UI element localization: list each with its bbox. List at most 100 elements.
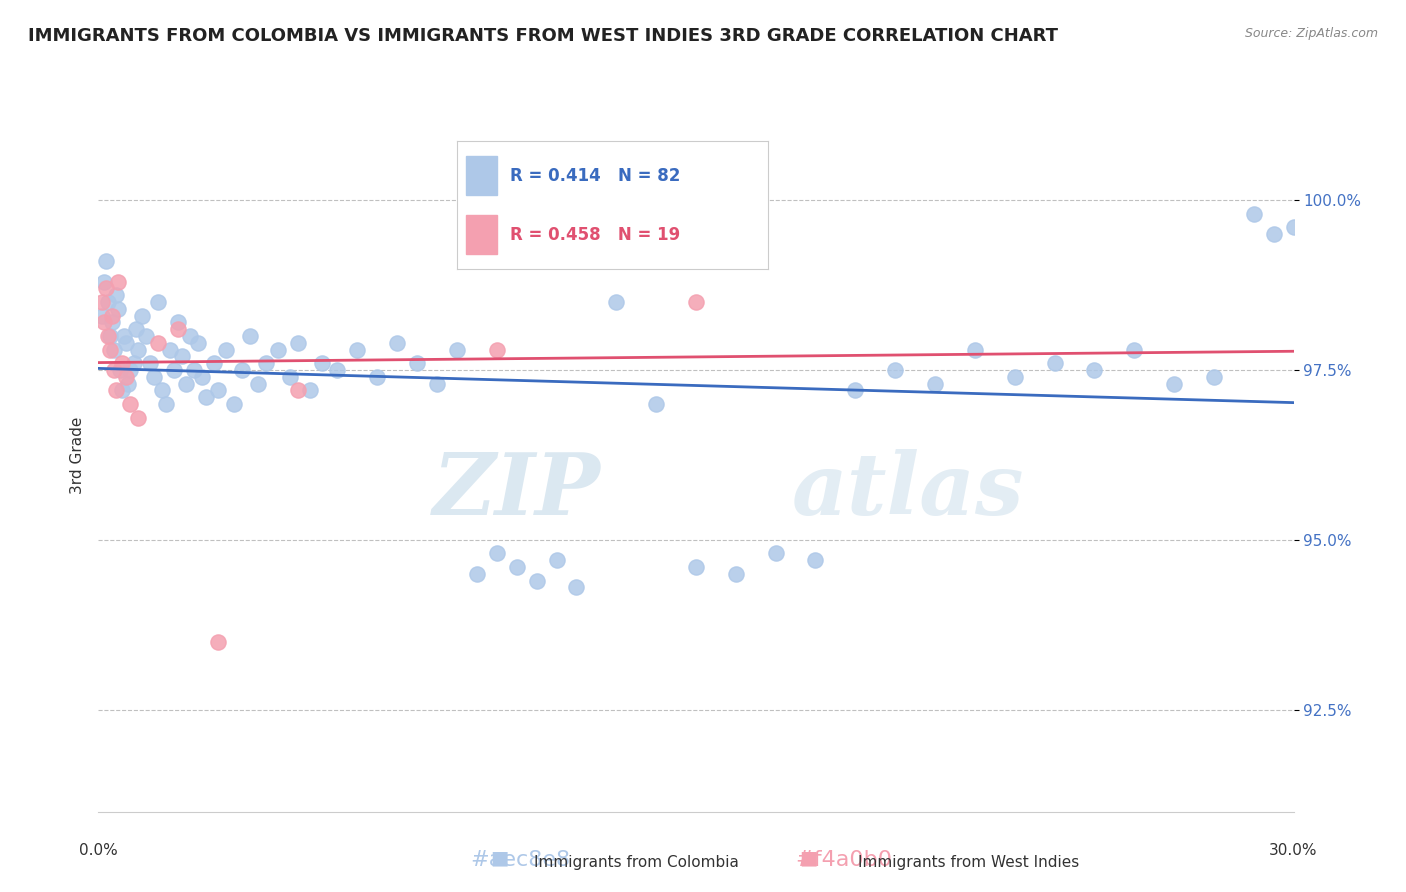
Point (120, 397, 142, 411)
Text: 30.0%: 30.0% (1270, 843, 1317, 858)
Point (143, 369, 166, 384)
Text: ■: ■ (489, 848, 509, 867)
Point (96, 254, 118, 268)
Point (278, 369, 301, 384)
Text: ZIP: ZIP (433, 449, 600, 533)
Point (685, 295, 707, 310)
Point (148, 335, 170, 350)
Text: #f4a0b0: #f4a0b0 (796, 850, 891, 870)
Point (246, 376, 269, 391)
Point (93, 315, 115, 329)
Point (97, 329, 120, 343)
Point (1163, 376, 1185, 391)
Point (98, 343, 122, 357)
Point (191, 369, 214, 384)
Point (765, 546, 787, 560)
Point (148, 295, 170, 310)
Point (326, 363, 349, 377)
Point (963, 343, 986, 357)
Point (101, 315, 124, 329)
Text: Source: ZipAtlas.com: Source: ZipAtlas.com (1244, 27, 1378, 40)
Text: atlas: atlas (792, 449, 1024, 533)
Point (267, 343, 290, 357)
Point (465, 566, 488, 581)
Point (565, 581, 588, 595)
Text: Immigrants from Colombia: Immigrants from Colombia (534, 855, 740, 870)
Point (287, 335, 309, 350)
Point (91, 309, 114, 323)
Point (844, 384, 866, 398)
Point (91, 295, 114, 310)
Point (115, 369, 138, 384)
Point (172, 350, 194, 364)
Point (724, 566, 747, 581)
Point (103, 363, 125, 377)
Point (605, 295, 627, 310)
Point (150, 384, 173, 398)
Point (207, 384, 229, 398)
Point (103, 343, 125, 357)
Point (287, 384, 309, 398)
Point (127, 410, 149, 425)
Point (685, 560, 707, 574)
Point (311, 356, 333, 370)
Point (159, 343, 181, 357)
Point (105, 384, 128, 398)
Point (346, 343, 368, 357)
Point (526, 574, 548, 588)
Text: IMMIGRANTS FROM COLOMBIA VS IMMIGRANTS FROM WEST INDIES 3RD GRADE CORRELATION CH: IMMIGRANTS FROM COLOMBIA VS IMMIGRANTS F… (28, 27, 1059, 45)
Point (124, 356, 146, 370)
Point (202, 356, 225, 370)
Bar (467, 216, 498, 254)
Point (179, 329, 201, 343)
Point (139, 356, 162, 370)
Point (127, 343, 149, 357)
Point (107, 301, 129, 316)
Text: ■: ■ (799, 848, 818, 867)
Point (804, 553, 827, 567)
Point (1263, 227, 1285, 241)
Point (1282, 220, 1305, 235)
Point (1123, 343, 1146, 357)
Point (125, 322, 148, 336)
Point (546, 553, 568, 567)
Text: R = 0.414   N = 82: R = 0.414 N = 82 (510, 167, 681, 185)
Point (366, 369, 388, 384)
Text: Immigrants from West Indies: Immigrants from West Indies (858, 855, 1078, 870)
Point (167, 315, 190, 329)
Point (231, 363, 253, 377)
Point (155, 397, 177, 411)
Point (93, 275, 115, 289)
Point (115, 335, 138, 350)
Point (506, 560, 529, 574)
Point (239, 329, 262, 343)
Point (101, 309, 124, 323)
Point (97, 295, 120, 310)
Point (924, 376, 946, 391)
Text: R = 0.458   N = 19: R = 0.458 N = 19 (510, 226, 681, 244)
Point (163, 363, 186, 377)
Point (117, 376, 139, 391)
Point (110, 363, 132, 377)
Point (1202, 369, 1225, 384)
Point (426, 376, 449, 391)
Point (107, 275, 129, 289)
Point (485, 546, 508, 560)
Point (446, 343, 468, 357)
Point (406, 356, 429, 370)
Point (207, 635, 229, 649)
Point (884, 363, 907, 377)
Point (111, 356, 134, 370)
Point (385, 335, 409, 350)
Point (187, 335, 209, 350)
Point (135, 329, 157, 343)
Bar (467, 156, 498, 194)
Y-axis label: 3rd Grade: 3rd Grade (69, 417, 84, 493)
Point (105, 288, 128, 302)
Point (254, 356, 277, 370)
Point (96, 281, 118, 295)
Point (174, 376, 197, 391)
Point (112, 329, 135, 343)
Point (1243, 207, 1265, 221)
Point (645, 397, 668, 411)
